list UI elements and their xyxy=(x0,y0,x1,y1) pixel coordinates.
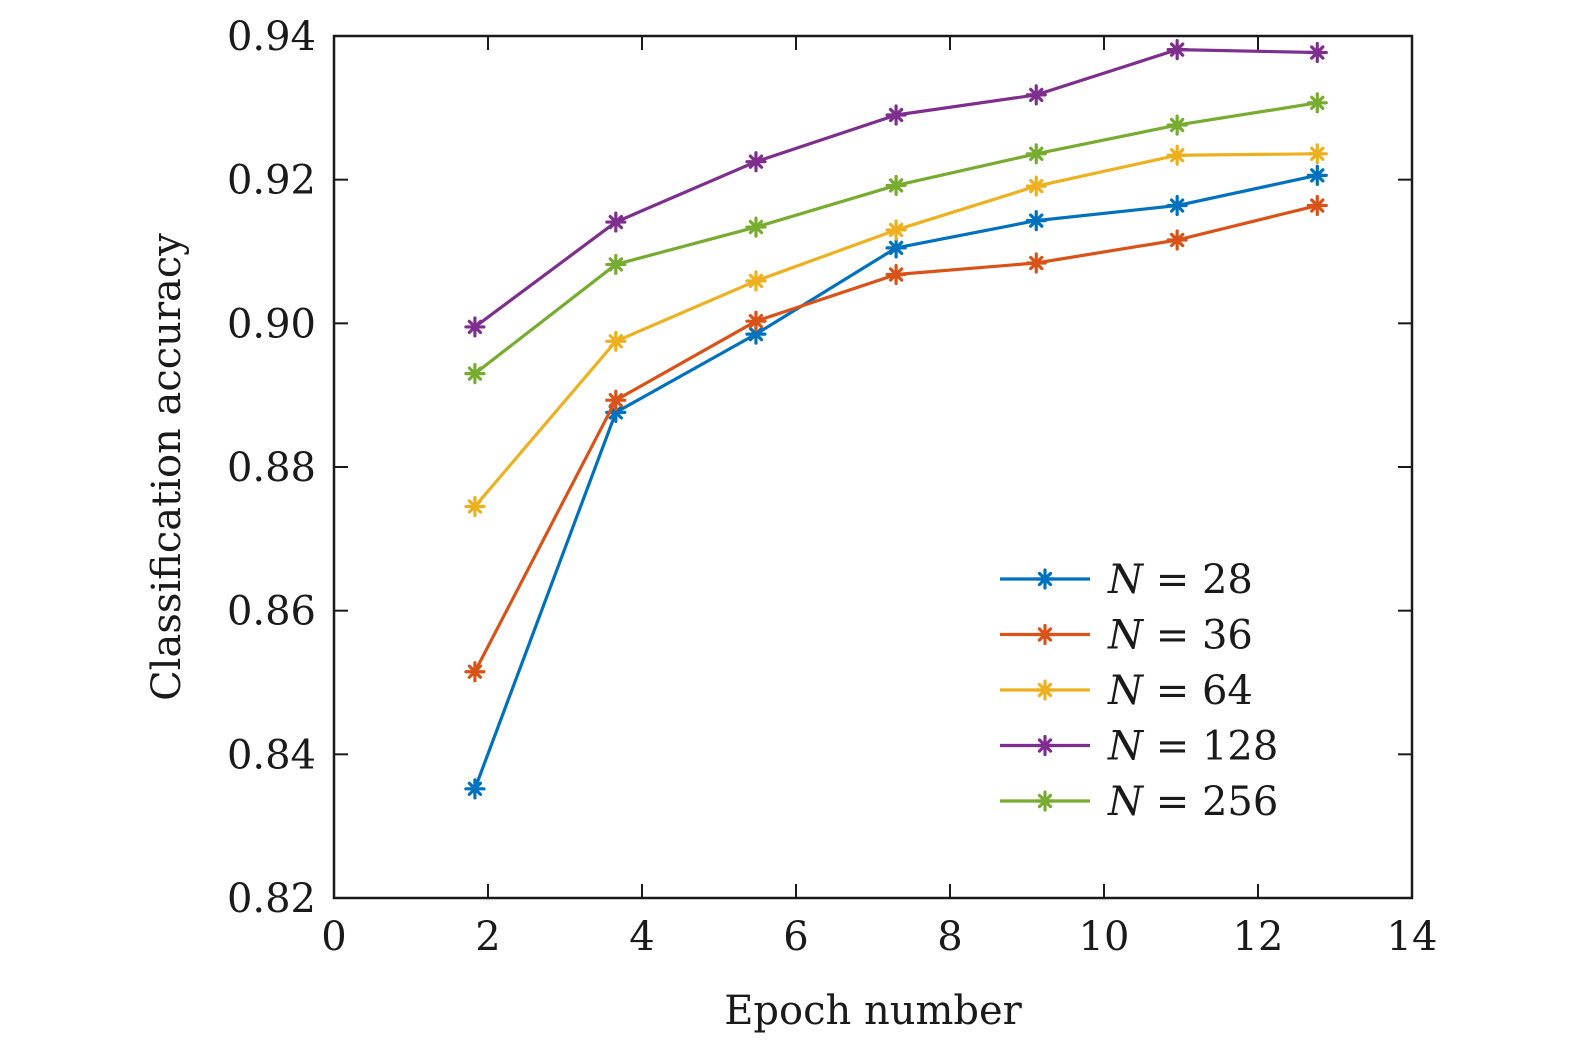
legend-item: N = 28 xyxy=(1000,557,1253,603)
data-point xyxy=(605,389,627,411)
y-axis-title: Classification accuracy xyxy=(144,233,190,701)
legend-label: N = 256 xyxy=(1107,779,1278,825)
data-point xyxy=(1025,252,1047,274)
x-tick-label: 6 xyxy=(783,914,808,960)
data-point xyxy=(605,211,627,233)
y-tick-label: 0.90 xyxy=(227,301,316,347)
data-point xyxy=(1166,39,1188,61)
legend-item: N = 128 xyxy=(1000,724,1278,770)
x-tick-label: 2 xyxy=(475,914,500,960)
data-point xyxy=(464,316,486,338)
legend-variable: N xyxy=(1107,779,1145,825)
legend-marker xyxy=(1034,790,1056,812)
data-point xyxy=(1025,210,1047,232)
data-point xyxy=(745,270,767,292)
data-point xyxy=(1166,229,1188,251)
data-point xyxy=(745,216,767,238)
legend-label: N = 64 xyxy=(1107,668,1253,714)
x-tick-label: 8 xyxy=(937,914,962,960)
y-tick-label: 0.84 xyxy=(227,732,316,778)
data-point xyxy=(1166,194,1188,217)
data-point xyxy=(745,310,767,332)
legend-marker xyxy=(1034,623,1056,646)
legend-variable: N xyxy=(1107,668,1145,714)
legend-marker xyxy=(1034,568,1056,590)
legend-value: = 28 xyxy=(1143,557,1253,603)
legend-label: N = 28 xyxy=(1107,557,1253,603)
series-3 xyxy=(464,39,1328,338)
series-4 xyxy=(464,92,1328,385)
legend-value: = 128 xyxy=(1143,724,1278,770)
x-tick-label: 14 xyxy=(1387,914,1438,960)
data-point xyxy=(1025,175,1047,197)
legend-marker xyxy=(1034,734,1056,757)
data-point xyxy=(885,104,907,126)
data-point xyxy=(1025,143,1047,165)
y-tick-label: 0.86 xyxy=(227,589,316,635)
data-point xyxy=(1166,114,1188,136)
data-point xyxy=(1025,84,1047,106)
data-point xyxy=(464,778,486,800)
x-axis-title: Epoch number xyxy=(724,988,1022,1034)
data-point xyxy=(885,237,907,259)
legend-variable: N xyxy=(1107,557,1145,603)
x-tick-label: 0 xyxy=(321,914,346,960)
legend-item: N = 64 xyxy=(1000,668,1253,714)
legend-label: N = 36 xyxy=(1107,613,1253,659)
y-tick-label: 0.92 xyxy=(227,158,316,204)
axes: 0 2 4 6 8 10 12 14 0.82 0.84 0.86 0.88 0.90 0.92 0.94 xyxy=(227,14,1438,960)
x-tick-label: 10 xyxy=(1079,914,1130,960)
legend-value: = 36 xyxy=(1143,613,1253,659)
data-point xyxy=(745,151,767,173)
legend-marker xyxy=(1034,679,1056,701)
y-tick-label: 0.88 xyxy=(227,445,316,491)
legend-variable: N xyxy=(1107,613,1145,659)
legend-item: N = 36 xyxy=(1000,613,1253,659)
legend-variable: N xyxy=(1107,724,1145,770)
legend-value: = 64 xyxy=(1143,668,1253,714)
data-point xyxy=(1306,41,1328,64)
x-tick-label: 12 xyxy=(1233,914,1284,960)
data-point xyxy=(1306,92,1328,114)
data-point xyxy=(885,219,907,241)
series-2 xyxy=(464,143,1328,518)
legend-label: N = 128 xyxy=(1107,724,1278,770)
y-tick-label: 0.82 xyxy=(227,876,316,922)
data-point xyxy=(885,263,907,286)
legend-item: N = 256 xyxy=(1000,779,1278,825)
data-point xyxy=(605,253,627,276)
series-layer xyxy=(464,39,1328,800)
data-point xyxy=(1306,194,1328,217)
data-point xyxy=(464,363,486,385)
legend-value: = 256 xyxy=(1143,779,1278,825)
data-point xyxy=(464,661,486,683)
data-point xyxy=(885,174,907,197)
series-1 xyxy=(464,194,1328,683)
x-tick-label: 4 xyxy=(629,914,654,960)
data-point xyxy=(1306,164,1328,186)
data-point xyxy=(1306,143,1328,165)
y-tick-label: 0.94 xyxy=(227,14,316,60)
data-point xyxy=(1166,144,1188,166)
data-point xyxy=(464,495,486,518)
data-point xyxy=(605,330,627,352)
